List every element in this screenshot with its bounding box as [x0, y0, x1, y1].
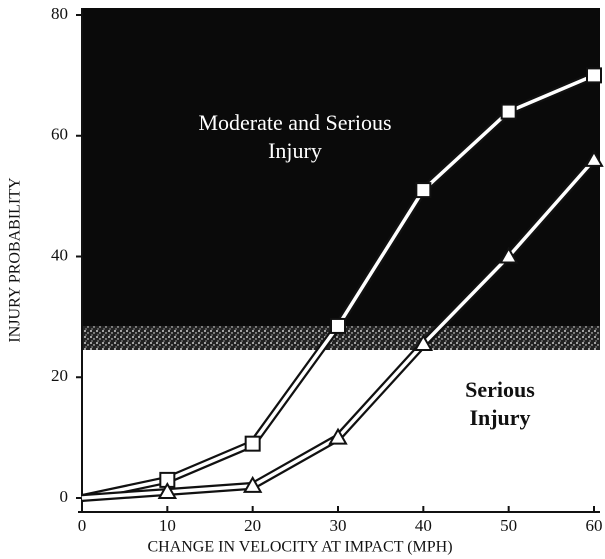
y-tick-label: 80 [51, 4, 68, 23]
annotation: Injury [268, 138, 322, 163]
triangle-marker [328, 427, 348, 445]
triangle-marker [584, 149, 604, 167]
x-tick-label: 10 [159, 516, 176, 535]
square-marker [330, 317, 346, 334]
y-tick-label: 20 [51, 366, 68, 385]
square-marker [586, 67, 602, 84]
triangle-marker [157, 481, 178, 499]
moderate-region [82, 8, 600, 330]
x-tick-label: 0 [78, 516, 87, 535]
x-tick-label: 50 [500, 516, 517, 535]
y-axis-label: INJURY PROBABILITY [7, 177, 24, 343]
y-tick-label: 40 [51, 245, 68, 264]
annotation: Moderate and Serious [198, 110, 391, 135]
x-axis-label: CHANGE IN VELOCITY AT IMPACT (MPH) [147, 539, 452, 556]
square-marker [415, 182, 432, 199]
square-marker [500, 103, 517, 120]
triangle-marker [242, 475, 263, 493]
x-tick-label: 30 [330, 516, 347, 535]
annotation: Injury [469, 405, 530, 430]
annotation: Serious [465, 377, 535, 402]
triangle-marker [413, 334, 434, 352]
x-tick-label: 40 [415, 516, 432, 535]
x-tick-label: 20 [244, 516, 261, 535]
y-tick-label: 60 [51, 125, 68, 144]
x-tick-label: 60 [586, 516, 603, 535]
triangle-marker [498, 246, 519, 264]
square-marker [244, 435, 261, 452]
y-tick-label: 0 [60, 487, 69, 506]
